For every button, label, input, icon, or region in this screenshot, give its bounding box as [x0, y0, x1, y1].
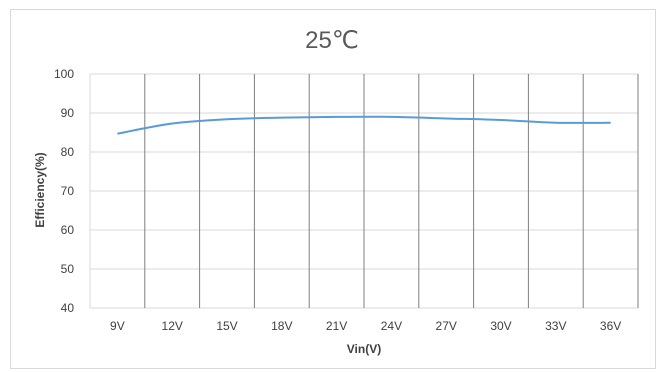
x-tick-label: 9V	[110, 319, 125, 333]
x-tick-label: 36V	[600, 319, 621, 333]
x-tick-label: 33V	[545, 319, 566, 333]
x-tick-label: 24V	[381, 319, 402, 333]
y-tick-label: 70	[61, 184, 75, 198]
series-line	[117, 115, 611, 135]
x-tick-label: 21V	[326, 319, 347, 333]
y-tick-labels: 40 50 60 70 80 90 100	[54, 67, 74, 315]
x-tick-label: 30V	[490, 319, 511, 333]
y-tick-label: 60	[61, 223, 75, 237]
chart-title: 25℃	[305, 27, 359, 54]
x-tick-label: 18V	[271, 319, 292, 333]
y-axis-title: Efficiency(%)	[33, 152, 47, 227]
x-tick-label: 27V	[436, 319, 457, 333]
x-axis-title: Vin(V)	[347, 342, 381, 356]
x-tick-label: 15V	[216, 319, 237, 333]
x-tick-labels: 9V 12V 15V 18V 21V 24V 27V 30V 33V 36V	[110, 319, 621, 333]
series-layer	[117, 115, 611, 135]
y-tick-label: 100	[54, 67, 74, 81]
y-tick-label: 90	[61, 106, 75, 120]
x-tick-label: 12V	[162, 319, 183, 333]
y-tick-label: 50	[61, 262, 75, 276]
vertical-gridlines	[89, 74, 639, 308]
chart-frame	[10, 9, 656, 369]
y-tick-label: 40	[61, 301, 75, 315]
y-tick-label: 80	[61, 145, 75, 159]
